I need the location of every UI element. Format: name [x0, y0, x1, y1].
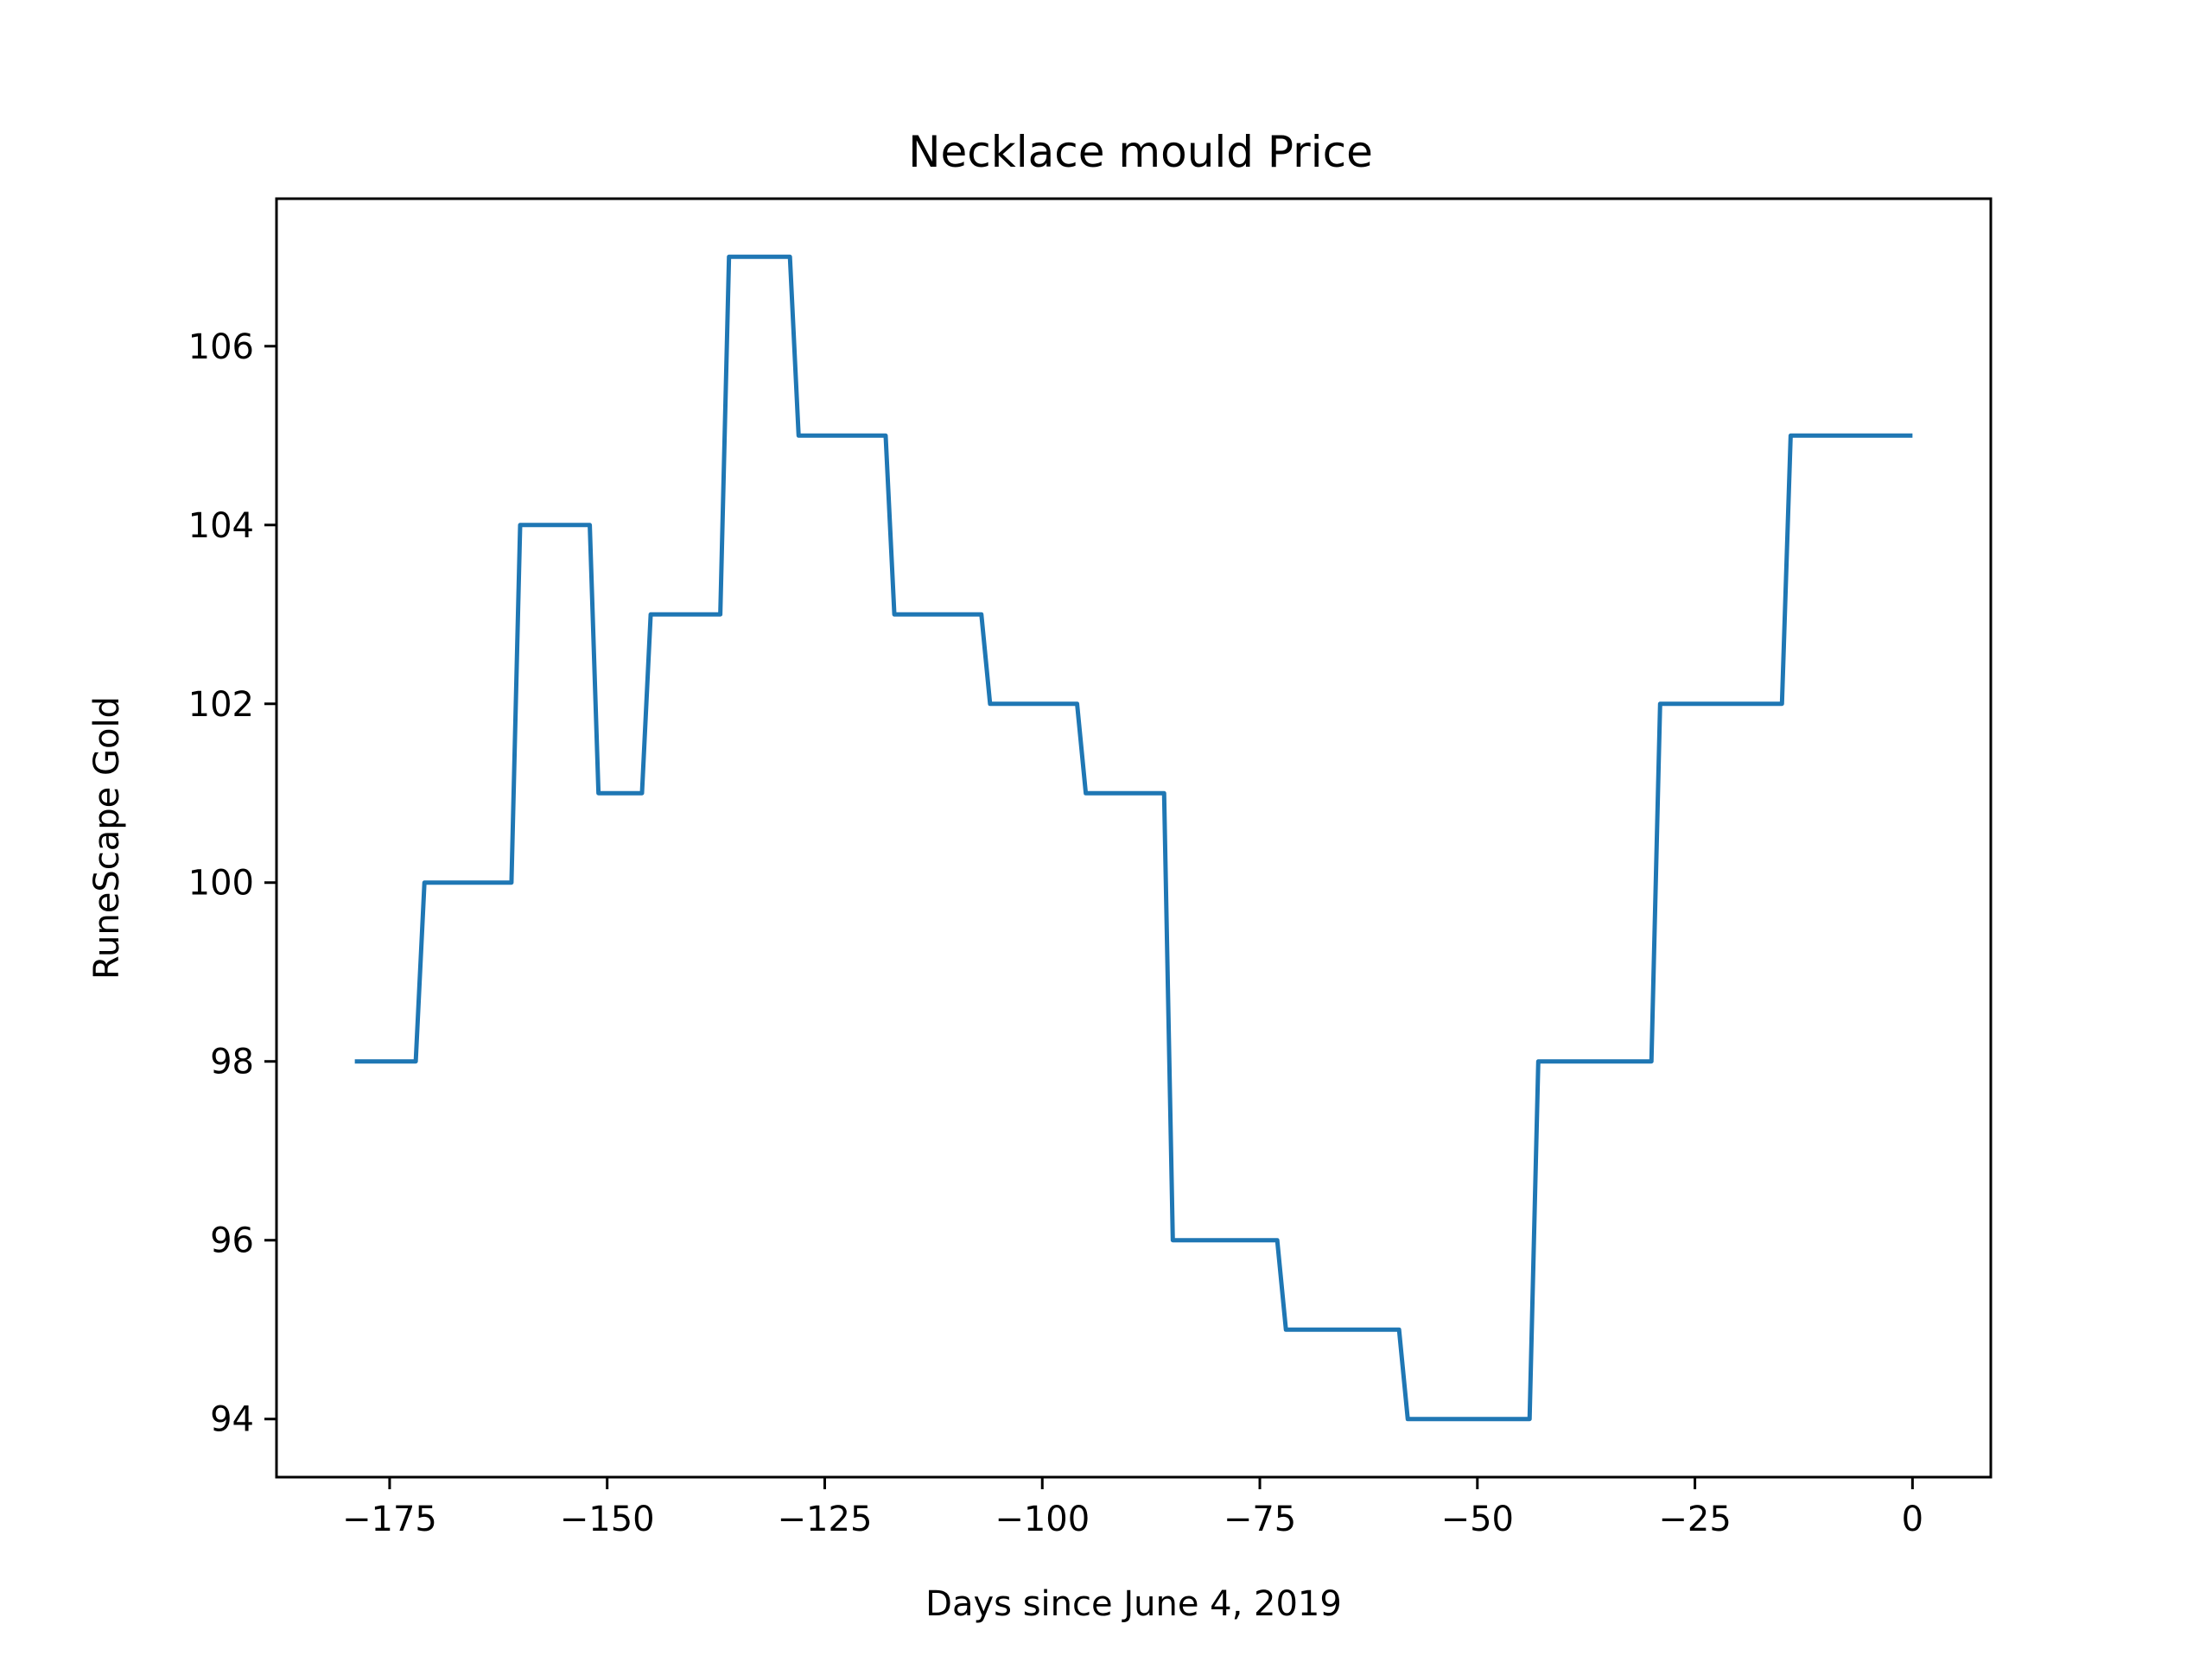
x-tick-label: −175: [342, 1500, 437, 1539]
chart-title: Necklace mould Price: [908, 127, 1373, 177]
y-tick-label: 104: [188, 506, 254, 546]
x-tick-label: 0: [1902, 1500, 1923, 1539]
y-axis-ticks: 94 96 98 100 102 104 106: [188, 327, 276, 1440]
y-tick-label: 102: [188, 685, 254, 725]
x-tick-label: −150: [560, 1500, 655, 1539]
x-tick-label: −50: [1441, 1500, 1514, 1539]
x-axis-ticks: −175 −150 −125 −100 −75 −50 −25 0: [342, 1477, 1923, 1539]
y-axis-label: RuneScape Gold: [87, 696, 127, 980]
y-tick-label: 106: [188, 327, 254, 367]
x-axis-label: Days since June 4, 2019: [925, 1584, 1342, 1624]
x-tick-label: −25: [1658, 1500, 1731, 1539]
y-tick-label: 96: [210, 1221, 254, 1261]
y-tick-label: 94: [210, 1400, 254, 1440]
x-tick-label: −125: [778, 1500, 873, 1539]
y-tick-label: 100: [188, 864, 254, 904]
axes-frame: [275, 197, 1993, 1479]
x-tick-label: −100: [995, 1500, 1090, 1539]
price-line-series-0: [354, 254, 1913, 1422]
y-tick-label: 98: [210, 1043, 254, 1082]
plot-area: [354, 254, 1913, 1422]
x-tick-label: −75: [1224, 1500, 1296, 1539]
